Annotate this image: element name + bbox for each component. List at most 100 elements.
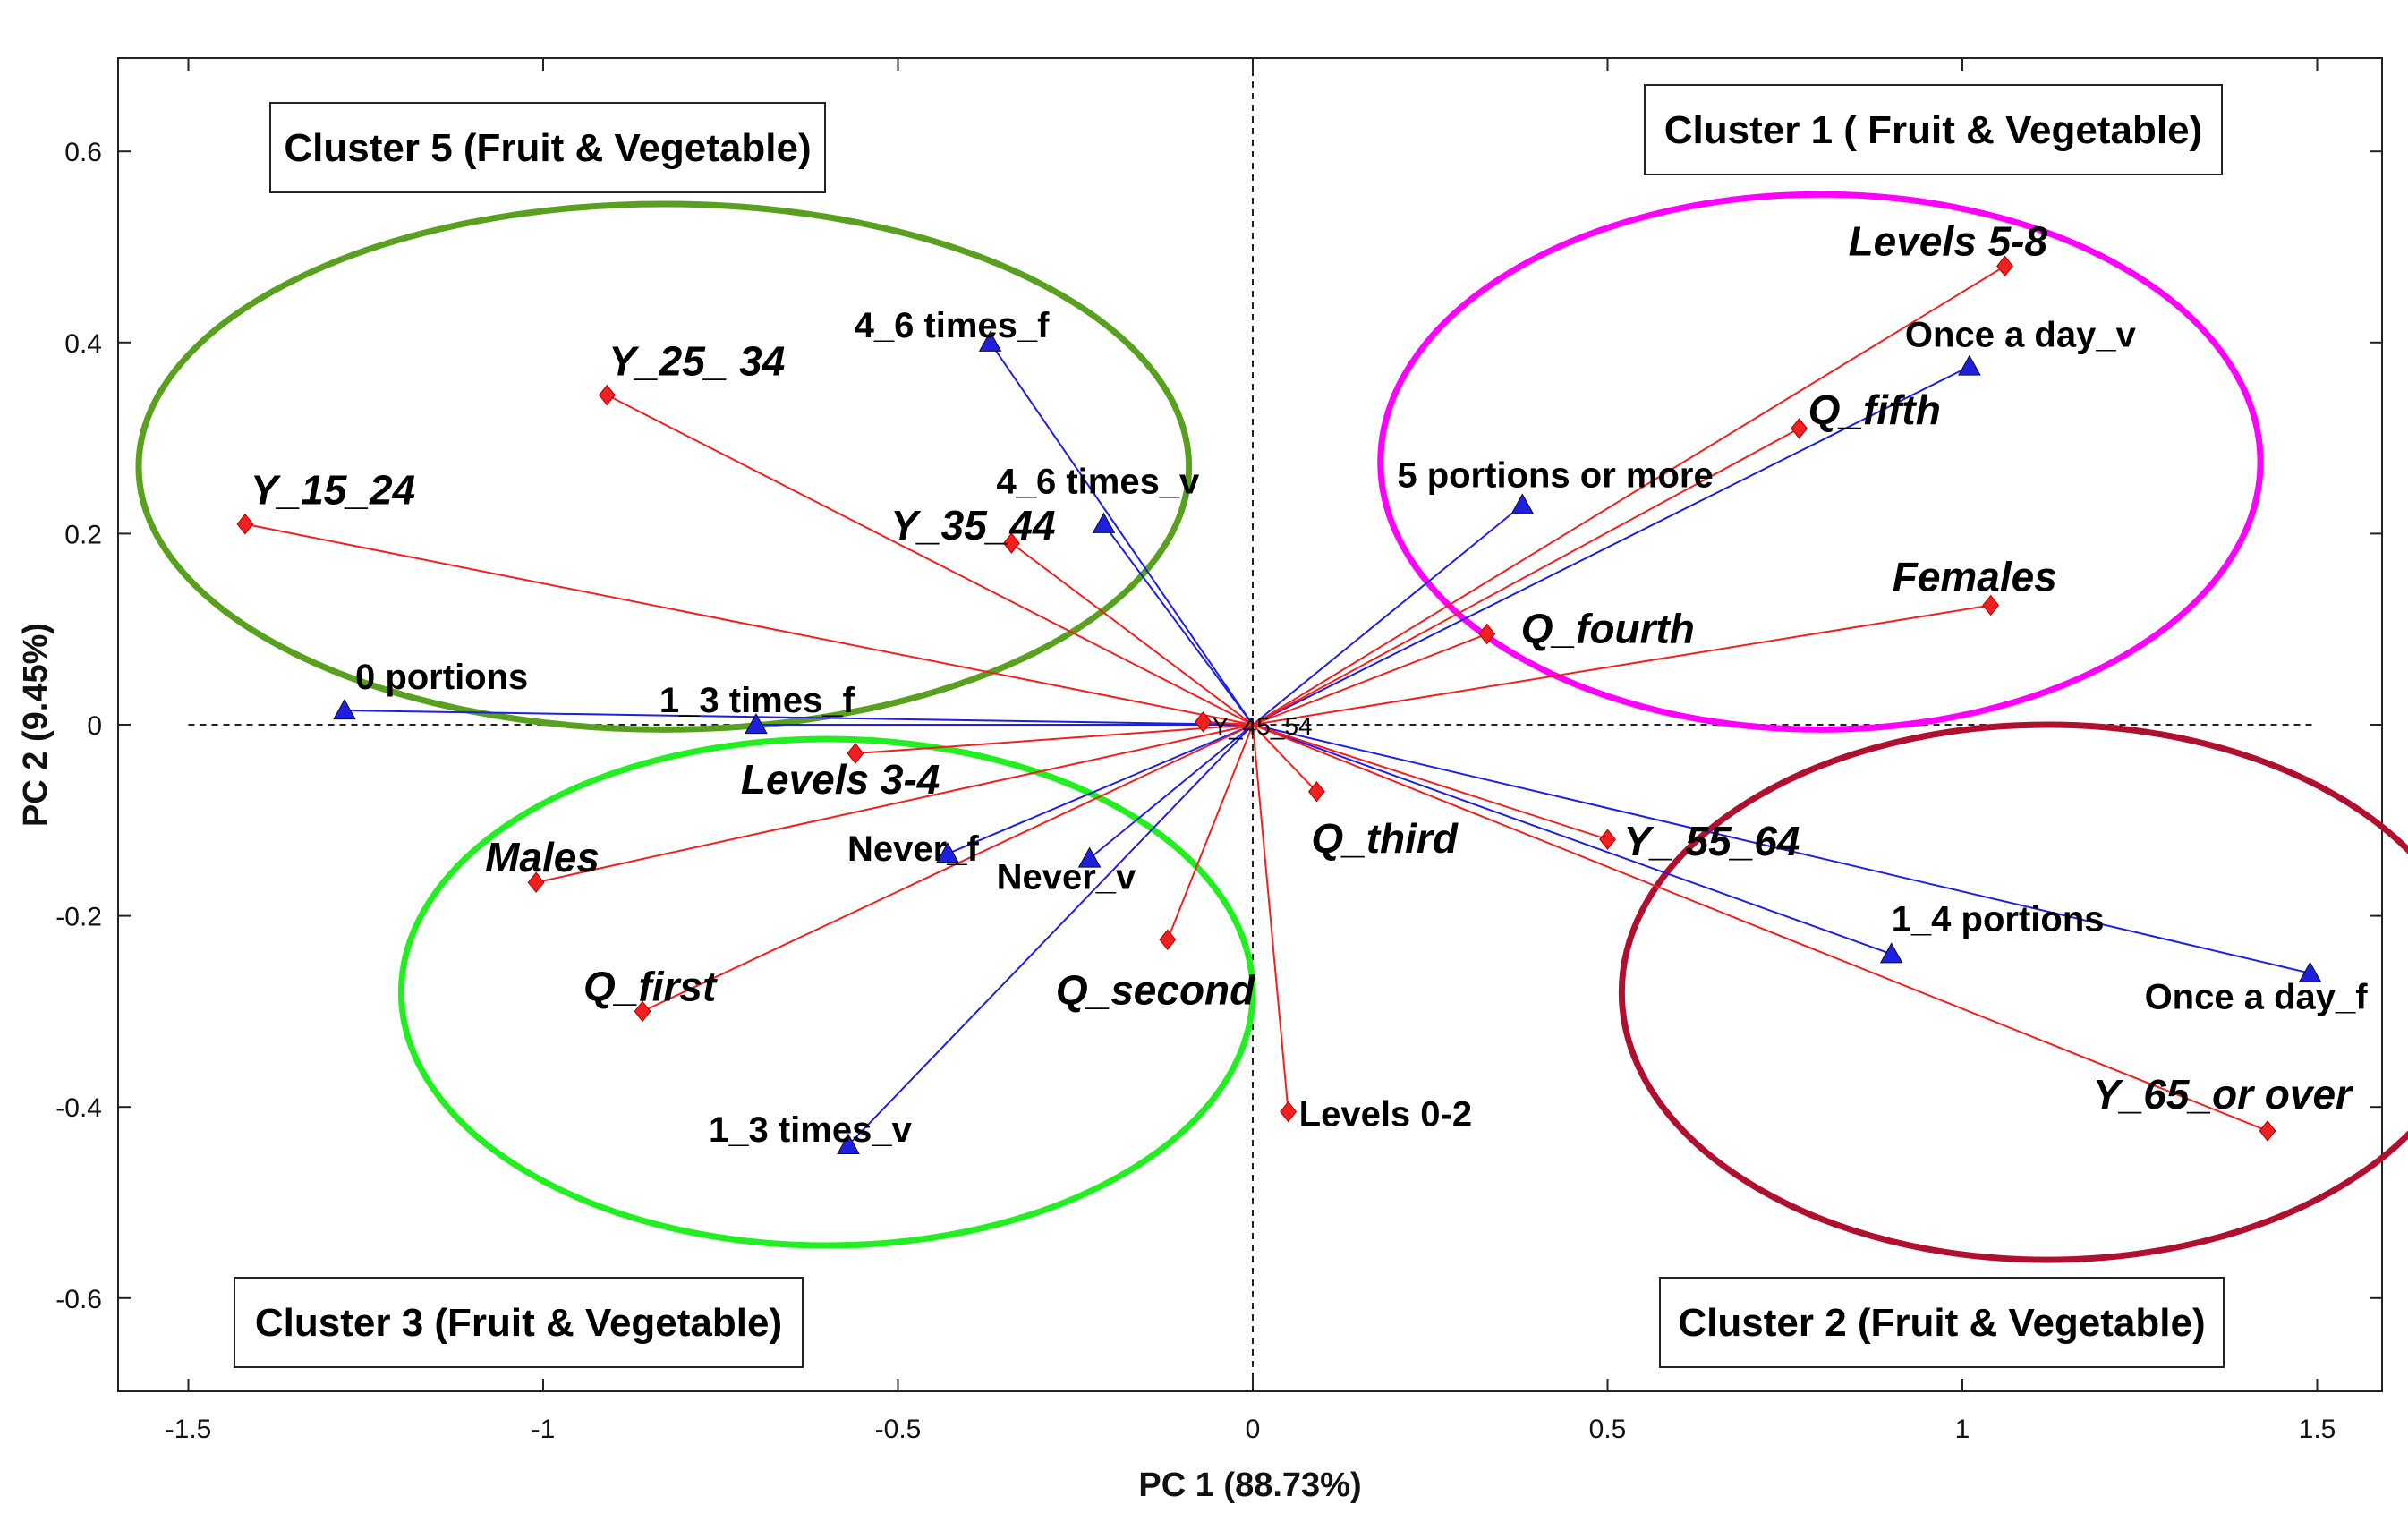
object-diamond-marker [1159, 929, 1177, 951]
y-tick-label: 0 [87, 711, 102, 741]
x-tick-label: -0.5 [875, 1415, 922, 1444]
variable-triangle-marker [1879, 942, 1903, 964]
object-label: Males [485, 834, 600, 880]
object-label: Q_third [1311, 815, 1458, 862]
variable-vector-line [344, 709, 1254, 726]
object-vector-line [1252, 724, 1608, 841]
variable-triangle-marker [1510, 493, 1535, 514]
cluster-ellipse [1619, 721, 2408, 1263]
object-vector-line [606, 394, 1254, 726]
object-vector-line [1203, 720, 1254, 726]
object-diamond-marker [1478, 623, 1496, 645]
cluster-label-box [1659, 1277, 2225, 1368]
cluster-label-box [269, 102, 826, 193]
object-label: Q_second [1056, 966, 1255, 1013]
variable-vector-line [1252, 504, 1523, 726]
object-label: Females [1893, 554, 2057, 600]
cluster-label-box [234, 1277, 804, 1368]
y-tick-label: -0.2 [55, 903, 102, 932]
y-axis-title: PC 2 (9.45%) [17, 623, 55, 827]
y-tick-label: 0.4 [64, 329, 102, 359]
object-vector-line [1252, 724, 1289, 1112]
object-label: Levels 0-2 [1299, 1095, 1472, 1135]
variable-triangle-marker [837, 1133, 860, 1155]
y-tick-label: -0.6 [55, 1285, 102, 1314]
variable-label: Once a day_v [1905, 316, 2137, 355]
x-tick-label: 1 [1955, 1415, 1970, 1444]
object-label: Y_15_24 [251, 467, 415, 514]
object-vector-line [1252, 604, 1991, 726]
x-tick-label: 0.5 [1589, 1415, 1627, 1444]
object-diamond-marker [1791, 418, 1808, 439]
variable-triangle-marker [1958, 354, 1981, 376]
x-tick-label: 0 [1246, 1415, 1261, 1444]
object-diamond-marker [527, 871, 545, 894]
object-diamond-marker [2259, 1120, 2276, 1142]
variable-vector-line [847, 724, 1254, 1146]
variable-triangle-marker [745, 712, 768, 735]
object-vector-line [1010, 542, 1254, 726]
object-label: Y_ 55_64 [1624, 818, 1800, 864]
y-tick-label: -0.4 [55, 1093, 102, 1123]
cluster-ellipse [397, 735, 1256, 1249]
x-tick-label: -1 [532, 1415, 556, 1444]
object-diamond-marker [1599, 829, 1616, 850]
object-vector-line [855, 724, 1254, 755]
object-label: Q_fifth [1808, 387, 1941, 433]
object-vector-line [642, 724, 1254, 1013]
object-diamond-marker [236, 513, 254, 535]
variable-label: 4_6 times_f [855, 306, 1051, 345]
object-vector-line [535, 724, 1254, 884]
object-diamond-marker [1280, 1101, 1298, 1123]
variable-label: Never_f [847, 829, 979, 869]
variable-triangle-marker [1077, 846, 1102, 868]
cluster-label-box [1644, 84, 2223, 175]
variable-vector-line [1252, 724, 2310, 974]
object-diamond-marker [1195, 710, 1212, 733]
variable-label: Once a day_f [2145, 978, 2369, 1017]
object-label: Levels 3-4 [741, 756, 940, 803]
x-tick-label: 1.5 [2299, 1415, 2336, 1444]
variable-vector-line [1252, 365, 1970, 726]
object-diamond-marker [598, 384, 616, 406]
x-tick-label: -1.5 [166, 1415, 212, 1444]
variable-triangle-marker [2298, 961, 2322, 982]
object-vector-line [1252, 724, 1318, 793]
variable-label: 5 portions or more [1397, 455, 1713, 495]
variable-vector-line [1088, 724, 1254, 860]
variable-vector-line [947, 724, 1254, 855]
object-vector-line [1252, 724, 2268, 1132]
variable-triangle-marker [333, 698, 356, 720]
variable-vector-line [1102, 523, 1254, 726]
y-tick-label: 0.6 [64, 138, 102, 167]
object-label: Y_25_ 34 [608, 338, 785, 385]
variable-label: 1_4 portions [1892, 899, 2105, 939]
variable-label: Never_v [997, 858, 1136, 897]
object-label: Q_first [583, 963, 718, 1009]
x-axis-title: PC 1 (88.73%) [1138, 1466, 1361, 1504]
object-label: Y_35_44 [890, 502, 1055, 548]
object-vector-line [1252, 428, 1800, 726]
object-label: Q_fourth [1521, 606, 1695, 652]
object-diamond-marker [1002, 532, 1020, 554]
object-diamond-marker [1996, 255, 2014, 277]
variable-vector-line [1252, 724, 1893, 956]
object-vector-line [244, 523, 1254, 726]
variable-triangle-marker [936, 842, 959, 863]
object-vector-line [1166, 724, 1254, 940]
y-tick-label: 0.2 [64, 520, 102, 549]
cluster-label: Cluster 5 (Fruit & Vegetable) [284, 126, 811, 170]
object-vector-line [1252, 633, 1488, 726]
variable-label: 0 portions [355, 658, 528, 697]
variable-label: 1_3 times_v [709, 1110, 913, 1150]
cluster-ellipse [135, 200, 1193, 733]
variable-label: 4_6 times_v [996, 463, 1200, 502]
object-label: Y_45_54 [1212, 712, 1312, 740]
variable-vector-line [989, 342, 1254, 726]
object-label: Y_65_or over [2093, 1071, 2353, 1118]
object-diamond-marker [1982, 594, 2000, 616]
variable-triangle-marker [978, 330, 1002, 352]
cluster-label: Cluster 3 (Fruit & Vegetable) [255, 1301, 782, 1345]
object-diamond-marker [1307, 780, 1325, 803]
